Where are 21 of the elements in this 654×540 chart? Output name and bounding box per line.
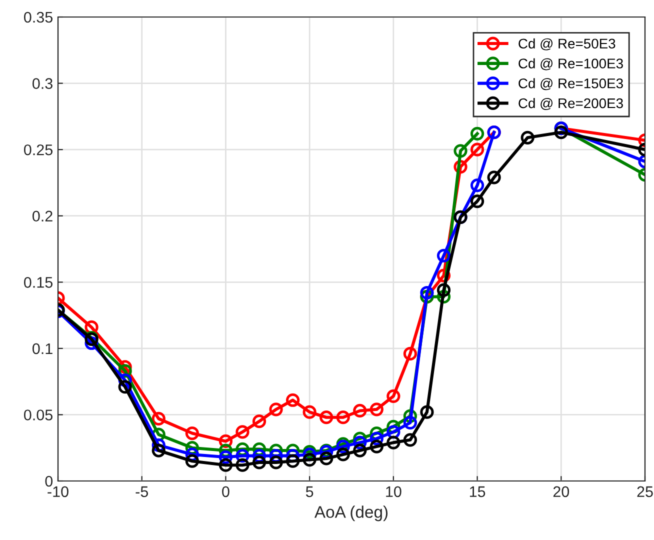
y-tick-label: 0.1 [32, 343, 52, 354]
x-axis-title: AoA (deg) [314, 506, 388, 522]
x-tick-label: 20 [553, 486, 570, 498]
legend-label: Cd @ Re=150E3 [518, 78, 623, 90]
y-tick-label: 0.05 [24, 410, 52, 420]
legend-label: Cd @ Re=200E3 [518, 98, 623, 110]
x-tick-label: -10 [48, 486, 68, 498]
legend-label: Cd @ Re=100E3 [518, 58, 623, 70]
x-tick-label: 10 [386, 486, 402, 498]
x-tick-label: 25 [637, 486, 653, 498]
y-tick-label: 0 [45, 476, 53, 487]
x-tick-label: 0 [222, 486, 230, 498]
x-tick-label: -5 [136, 486, 148, 498]
y-tick-label: 0.25 [24, 144, 52, 156]
y-tick-label: 0.2 [32, 210, 52, 222]
x-tick-label: 5 [306, 486, 314, 498]
y-tick-label: 0.35 [24, 12, 52, 23]
x-tick-label: 15 [470, 486, 486, 498]
legend-label: Cd @ Re=50E3 [518, 38, 616, 50]
y-tick-label: 0.15 [24, 277, 52, 288]
y-tick-label: 0.3 [32, 78, 52, 89]
